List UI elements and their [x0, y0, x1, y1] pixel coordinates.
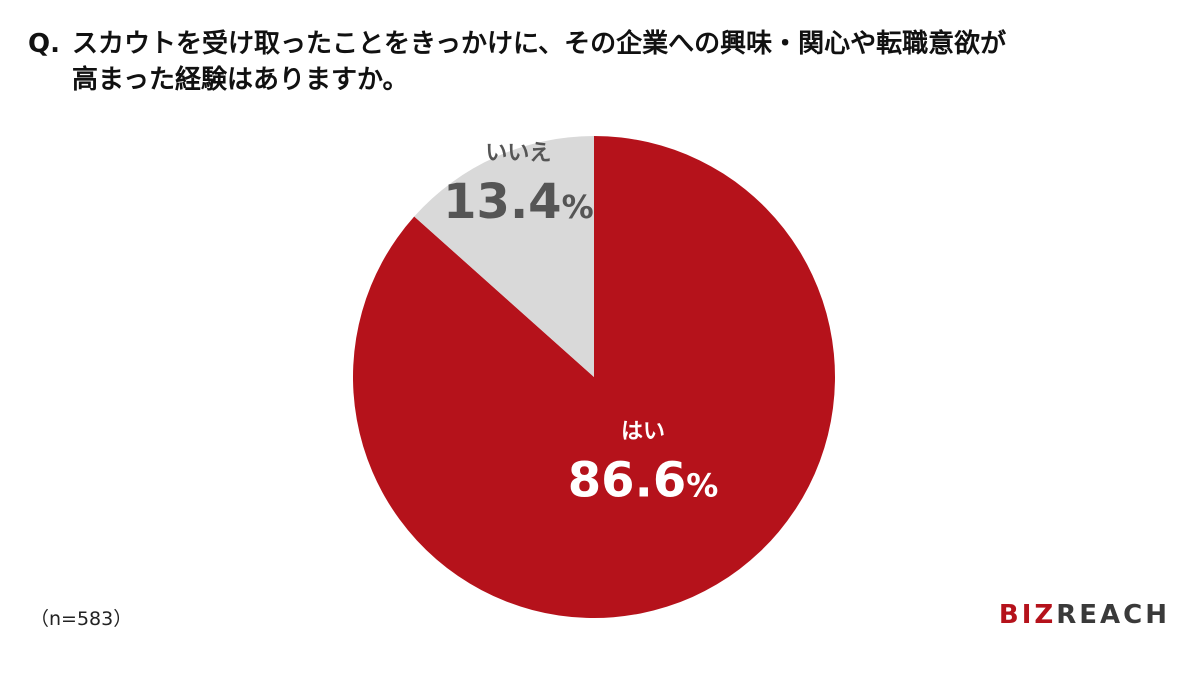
pie-slice-no — [414, 136, 594, 377]
bizreach-logo: BIZREACH — [999, 600, 1170, 630]
question-text: Q. スカウトを受け取ったことをきっかけに、その企業への興味・関心や転職意欲が 高… — [28, 26, 1178, 98]
slice-value-yes: 86.6% — [568, 453, 719, 509]
pie-slices — [353, 136, 835, 618]
sample-size-note: （n=583） — [30, 608, 133, 630]
question-prefix: Q. — [28, 29, 60, 59]
question-line-2: 高まった経験はありますか。 — [72, 65, 409, 95]
logo-text-biz: BIZ — [998, 600, 1057, 630]
question-line-1: スカウトを受け取ったことをきっかけに、その企業への興味・関心や転職意欲が — [72, 29, 1007, 59]
slice-label-no: いいえ — [485, 141, 551, 166]
slice-value-no: 13.4% — [443, 174, 594, 230]
slice-label-yes: はい — [621, 420, 665, 445]
pie-labels: はい 86.6% いいえ 13.4% — [443, 141, 718, 508]
logo-text-reach: REACH — [1056, 600, 1170, 630]
